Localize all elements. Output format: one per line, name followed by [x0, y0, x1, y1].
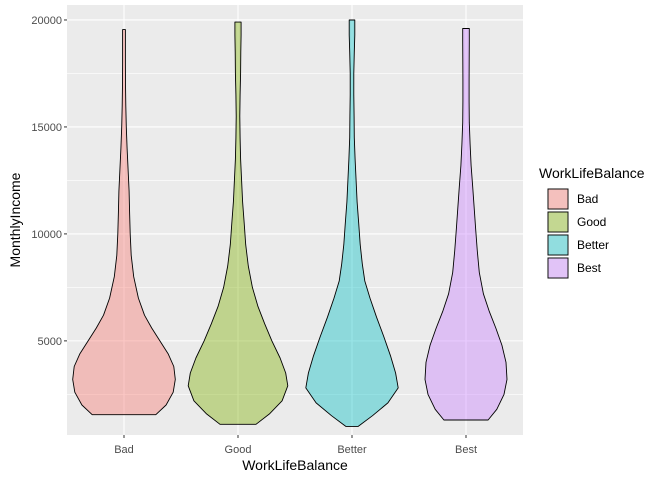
plot-panel — [67, 5, 523, 435]
violins — [72, 19, 508, 427]
legend-label-best: Best — [577, 261, 602, 275]
y-tick-label: 5000 — [38, 336, 62, 348]
violin-best — [424, 28, 508, 421]
violin-good — [187, 21, 289, 425]
legend-entries: Bad Good Better Best — [547, 188, 609, 279]
y-tick-label: 20000 — [31, 15, 62, 27]
major-gridlines — [67, 5, 523, 435]
y-tick-label: 10000 — [31, 229, 62, 241]
y-axis-title: MonthlyIncome — [7, 172, 23, 267]
legend-label-better: Better — [577, 238, 609, 252]
legend-key-better — [547, 234, 569, 256]
x-axis-title: WorkLifeBalance — [242, 457, 348, 473]
legend-key-bg — [547, 234, 569, 256]
legend-key-good — [547, 211, 569, 233]
legend-key-bad — [547, 188, 569, 210]
x-tick-label: Better — [337, 444, 367, 456]
legend-key-best — [547, 257, 569, 279]
violin-bad — [72, 29, 176, 416]
x-axis-ticks: Bad Good Better Best — [114, 435, 477, 456]
legend: WorkLifeBalance Bad Good Better Best — [539, 165, 645, 279]
x-tick-label: Best — [455, 444, 477, 456]
legend-key-bg — [547, 188, 569, 210]
legend-label-bad: Bad — [577, 192, 598, 206]
x-tick-label: Good — [225, 444, 252, 456]
violin-better — [305, 19, 399, 427]
legend-label-good: Good — [577, 215, 606, 229]
legend-key-bg — [547, 211, 569, 233]
legend-title: WorkLifeBalance — [539, 165, 645, 181]
legend-key-bg — [547, 257, 569, 279]
minor-gridlines — [67, 73, 523, 395]
y-axis-ticks: 5000 10000 15000 20000 — [31, 15, 67, 348]
y-tick-label: 15000 — [31, 122, 62, 134]
x-tick-label: Bad — [114, 444, 134, 456]
